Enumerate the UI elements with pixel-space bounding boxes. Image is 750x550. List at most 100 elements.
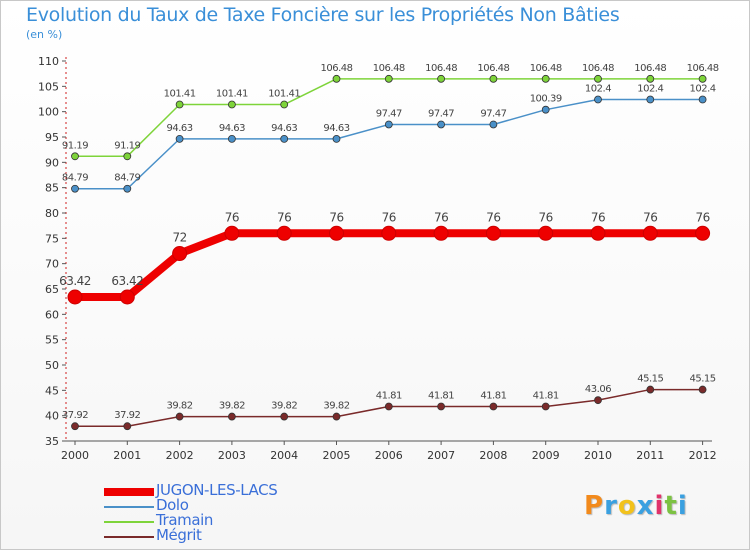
- data-point: [175, 134, 184, 143]
- data-point: [538, 225, 554, 241]
- x-tick-label: 2003: [218, 449, 246, 462]
- logo-letter: o: [617, 491, 637, 521]
- data-label: 41.81: [376, 390, 402, 401]
- data-point: [280, 134, 289, 143]
- series-dolo: 84.79 84.79 94.63 94.63 94.63 94.63 97.47 97.47…: [62, 84, 716, 193]
- data-label: 97.47: [480, 108, 506, 119]
- data-point: [119, 289, 135, 305]
- data-point: [695, 225, 711, 241]
- data-label: 63.42: [111, 274, 143, 288]
- data-point: [437, 74, 446, 83]
- series-m-grit: 37.92 37.92 39.82 39.82 39.82 39.82 41.81 41.81…: [62, 374, 716, 431]
- data-label: 102.4: [637, 84, 663, 95]
- y-tick-label: 40: [45, 410, 59, 423]
- data-point: [384, 402, 393, 411]
- legend-label: Tramain: [156, 511, 213, 529]
- data-label: 45.15: [637, 374, 663, 385]
- data-label: 106.48: [321, 63, 353, 74]
- y-tick-label: 85: [45, 182, 59, 195]
- data-label: 106.48: [687, 63, 719, 74]
- data-label: 94.63: [323, 123, 349, 134]
- data-point: [698, 74, 707, 83]
- data-point: [175, 100, 184, 109]
- data-point: [489, 402, 498, 411]
- legend-item: Mégrit: [104, 526, 404, 545]
- data-label: 102.4: [585, 84, 611, 95]
- data-label: 97.47: [428, 108, 454, 119]
- data-point: [489, 74, 498, 83]
- series-line: [71, 229, 707, 302]
- legend-swatch: [104, 506, 154, 508]
- data-point: [280, 100, 289, 109]
- data-point: [594, 95, 602, 104]
- data-label: 41.81: [533, 390, 559, 401]
- data-point: [123, 422, 132, 431]
- data-label: 97.47: [376, 108, 402, 119]
- y-tick-label: 95: [45, 131, 59, 144]
- data-point: [276, 225, 292, 241]
- logo-letter: x: [636, 491, 655, 521]
- data-label: 76: [486, 210, 500, 224]
- data-point: [67, 289, 83, 305]
- y-tick-label: 55: [45, 334, 59, 347]
- legend-label: JUGON-LES-LACS: [156, 481, 278, 499]
- data-point: [489, 120, 498, 129]
- data-point: [541, 402, 550, 411]
- data-point: [71, 184, 79, 193]
- data-point: [646, 95, 655, 104]
- data-label: 76: [695, 210, 709, 224]
- y-tick-label: 65: [45, 283, 59, 296]
- legend-swatch: [104, 521, 154, 523]
- legend-swatch: [104, 536, 154, 538]
- data-label: 94.63: [271, 123, 297, 134]
- legend-swatch: [104, 488, 154, 496]
- data-label: 39.82: [323, 401, 349, 412]
- data-point: [646, 385, 655, 394]
- data-point: [590, 225, 606, 241]
- data-label: 100.39: [530, 94, 562, 105]
- data-point: [329, 225, 344, 241]
- data-point: [384, 74, 393, 83]
- chart-series: 84.79 84.79 94.63 94.63 94.63 94.63 97.47 97.47…: [59, 63, 719, 431]
- chart-unit-label: (en %): [26, 28, 63, 41]
- data-label: 41.81: [480, 390, 506, 401]
- y-tick-label: 70: [45, 258, 59, 271]
- y-tick-label: 50: [45, 359, 59, 372]
- x-tick-label: 2009: [532, 449, 560, 462]
- x-tick-label: 2012: [689, 449, 717, 462]
- data-label: 101.41: [164, 89, 196, 100]
- logo-letter: i: [677, 491, 688, 521]
- data-point: [123, 152, 132, 161]
- data-point: [642, 225, 658, 241]
- data-label: 101.41: [268, 89, 300, 100]
- x-tick-label: 2010: [584, 449, 612, 462]
- data-label: 76: [591, 210, 605, 224]
- data-label: 76: [434, 210, 448, 224]
- y-tick-label: 75: [45, 232, 59, 245]
- data-label: 106.48: [634, 63, 666, 74]
- data-label: 76: [277, 210, 291, 224]
- data-point: [437, 402, 446, 411]
- data-point: [433, 225, 449, 241]
- data-point: [646, 74, 655, 83]
- data-label: 41.81: [428, 390, 454, 401]
- logo-letter: i: [654, 491, 665, 521]
- data-point: [437, 120, 446, 129]
- x-tick-label: 2002: [166, 449, 194, 462]
- x-tick-label: 2004: [270, 449, 298, 462]
- data-label: 76: [382, 210, 396, 224]
- x-tick-label: 2008: [479, 449, 507, 462]
- data-label: 39.82: [167, 401, 193, 412]
- data-label: 63.42: [59, 274, 91, 288]
- data-label: 101.41: [216, 89, 248, 100]
- data-point: [227, 100, 236, 109]
- data-label: 76: [225, 210, 239, 224]
- data-label: 106.48: [373, 63, 405, 74]
- data-point: [381, 225, 397, 241]
- legend-item: Tramain: [104, 511, 404, 530]
- logo-letter: t: [664, 491, 678, 521]
- x-tick-label: 2011: [636, 449, 664, 462]
- data-point: [224, 225, 240, 241]
- data-point: [227, 134, 236, 143]
